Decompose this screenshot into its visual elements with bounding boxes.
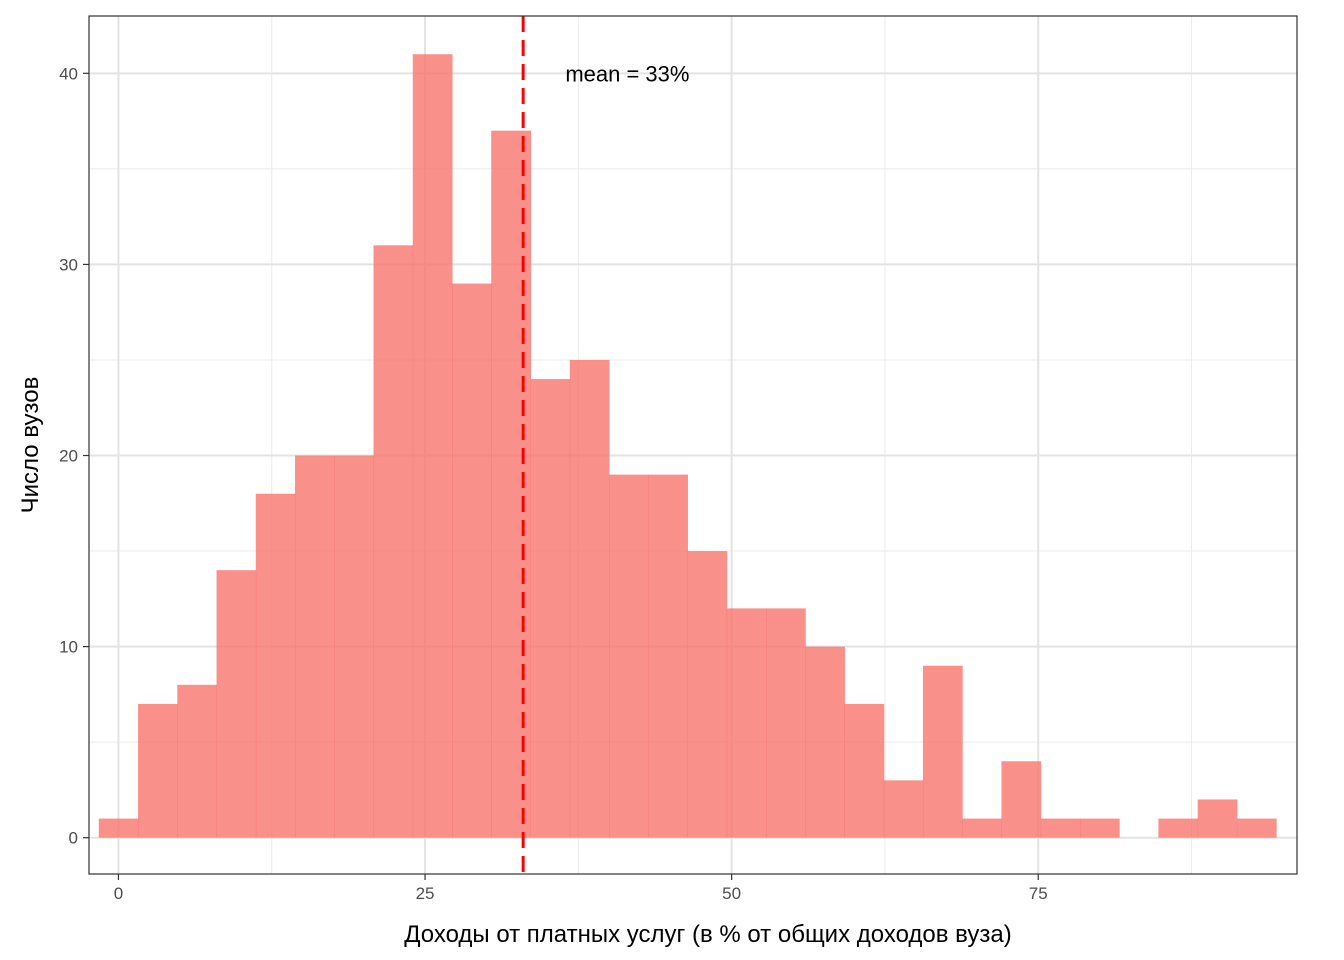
histogram-bar [334,455,375,838]
histogram-bar [922,665,963,838]
mean-annotation: mean = 33% [565,61,689,86]
histogram-bar [569,359,610,838]
histogram-bar [648,474,688,838]
histogram-bar [373,245,414,838]
y-tick-label: 10 [59,638,78,657]
histogram-bar [608,474,649,838]
histogram-bar [962,818,1002,838]
histogram-bar [1197,799,1238,838]
y-tick-label: 0 [69,829,78,848]
histogram-bar [726,608,767,838]
histogram-bar [98,818,139,838]
histogram-bar [1158,818,1199,838]
histogram-bar [765,608,806,838]
histogram-bar [216,570,257,838]
histogram-bar [1001,761,1042,838]
histogram-bar [844,703,885,838]
histogram-bar [295,455,335,838]
histogram-bar [1236,818,1277,838]
histogram-bar [1079,818,1120,838]
histogram-bar [452,283,492,838]
histogram-bar [530,379,571,838]
histogram-bar [177,684,218,838]
histogram-bar [883,780,924,838]
y-tick-label: 30 [59,255,78,274]
x-axis-ticks: 0 25 50 75 [114,874,1048,903]
histogram-bar [138,703,178,838]
histogram-bar [255,493,296,838]
histogram-bars [98,54,1277,838]
y-axis-ticks: 0 10 20 30 40 [59,64,89,848]
x-tick-label: 0 [114,884,123,903]
y-axis-title: Число вузов [17,377,44,514]
y-tick-label: 20 [59,447,78,466]
panel-border [88,15,1298,875]
histogram-bar [412,54,453,838]
x-tick-label: 25 [416,884,435,903]
x-tick-label: 75 [1029,884,1048,903]
x-axis-title: Доходы от платных услуг (в % от общих до… [404,921,1011,948]
histogram-bar [491,130,532,838]
x-tick-label: 50 [722,884,741,903]
y-tick-label: 40 [59,64,78,83]
histogram-bar [687,551,728,838]
histogram-bar [805,646,845,838]
histogram-bar [1040,818,1081,838]
